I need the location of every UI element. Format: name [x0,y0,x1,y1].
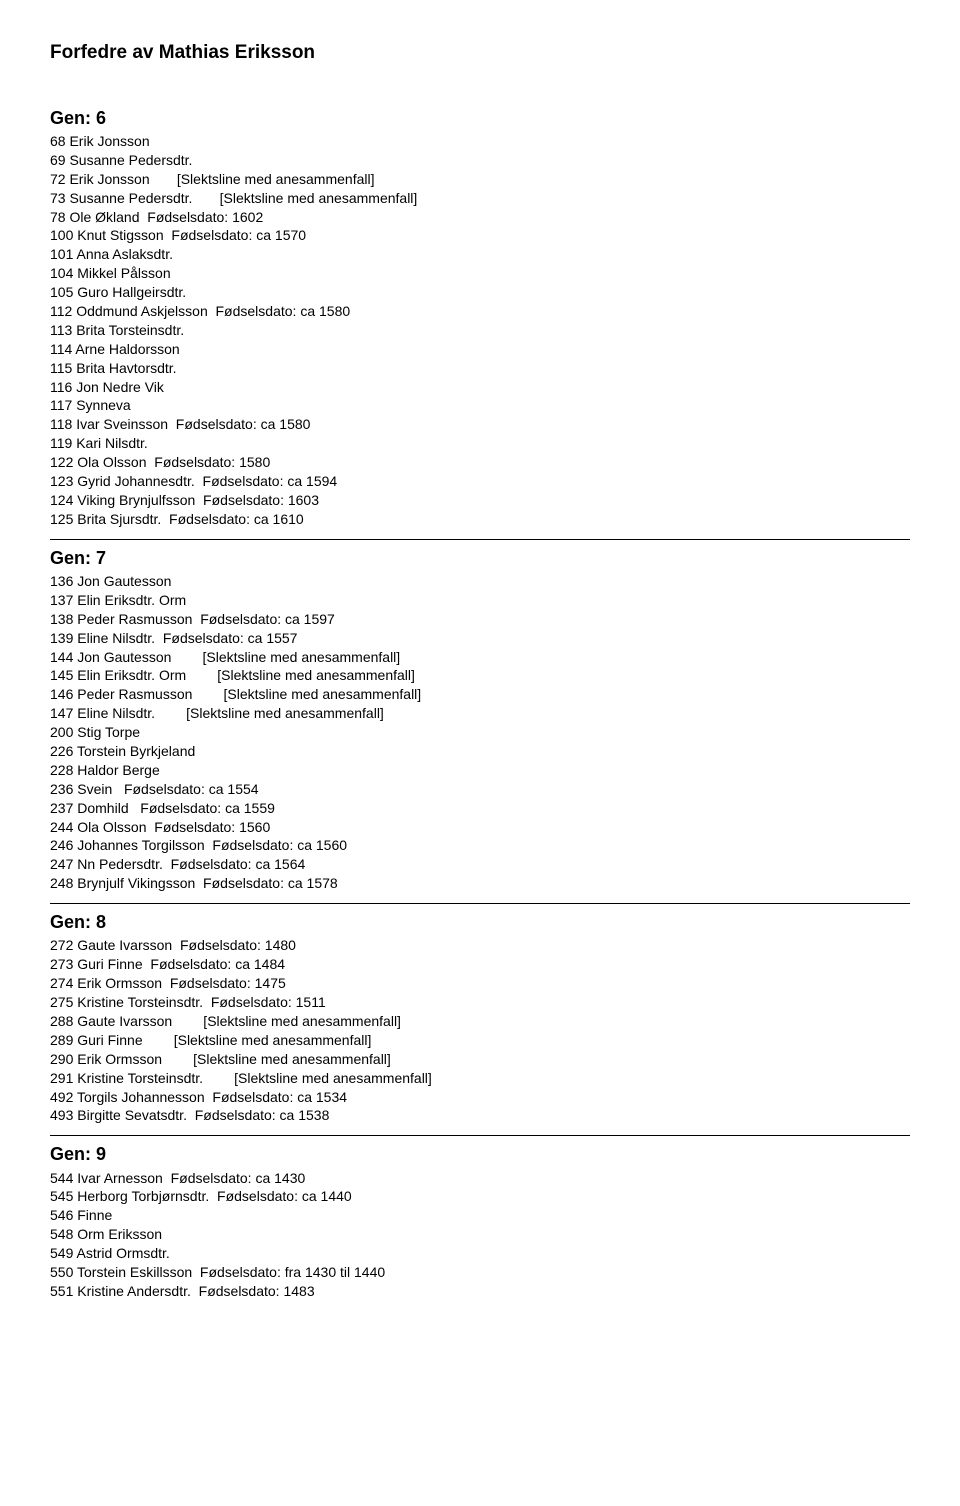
ancestor-entry: 291 Kristine Torsteinsdtr. [Slektsline m… [50,1069,910,1088]
ancestor-entry: 289 Guri Finne [Slektsline med anesammen… [50,1031,910,1050]
generation-heading: Gen: 8 [50,910,910,934]
ancestor-entry: 123 Gyrid Johannesdtr. Fødselsdato: ca 1… [50,472,910,491]
ancestor-entry: 104 Mikkel Pålsson [50,264,910,283]
ancestor-entry: 116 Jon Nedre Vik [50,378,910,397]
generation-heading: Gen: 6 [50,106,910,130]
ancestor-entry: 69 Susanne Pedersdtr. [50,151,910,170]
generation-block: Gen: 6 68 Erik Jonsson69 Susanne Pedersdt… [50,106,910,529]
ancestor-entry: 546 Finne [50,1206,910,1225]
ancestor-entry: 200 Stig Torpe [50,723,910,742]
ancestor-entry: 228 Haldor Berge [50,761,910,780]
ancestor-entry: 248 Brynjulf Vikingsson Fødselsdato: ca … [50,874,910,893]
ancestor-entry: 73 Susanne Pedersdtr. [Slektsline med an… [50,189,910,208]
section-separator [50,903,910,904]
ancestor-entry: 136 Jon Gautesson [50,572,910,591]
ancestor-entry: 246 Johannes Torgilsson Fødselsdato: ca … [50,836,910,855]
ancestor-entry: 272 Gaute Ivarsson Fødselsdato: 1480 [50,936,910,955]
ancestor-entry: 244 Ola Olsson Fødselsdato: 1560 [50,818,910,837]
ancestor-entry: 124 Viking Brynjulfsson Fødselsdato: 160… [50,491,910,510]
content-area: Gen: 6 68 Erik Jonsson69 Susanne Pedersdt… [50,106,910,1301]
ancestor-entry: 548 Orm Eriksson [50,1225,910,1244]
section-separator [50,1135,910,1136]
ancestor-entry: 122 Ola Olsson Fødselsdato: 1580 [50,453,910,472]
ancestor-entry: 226 Torstein Byrkjeland [50,742,910,761]
ancestor-entry: 78 Ole Økland Fødselsdato: 1602 [50,208,910,227]
ancestor-entry: 147 Eline Nilsdtr. [Slektsline med anesa… [50,704,910,723]
ancestor-entry: 144 Jon Gautesson [Slektsline med anesam… [50,648,910,667]
section-separator [50,539,910,540]
ancestor-entry: 125 Brita Sjursdtr. Fødselsdato: ca 1610 [50,510,910,529]
ancestor-entry: 100 Knut Stigsson Fødselsdato: ca 1570 [50,226,910,245]
ancestor-entry: 115 Brita Havtorsdtr. [50,359,910,378]
generation-heading: Gen: 9 [50,1142,910,1166]
generation-block: Gen: 9 544 Ivar Arnesson Fødselsdato: ca … [50,1142,910,1301]
ancestor-entry: 551 Kristine Andersdtr. Fødselsdato: 148… [50,1282,910,1301]
ancestor-entry: 119 Kari Nilsdtr. [50,434,910,453]
ancestor-entry: 288 Gaute Ivarsson [Slektsline med anesa… [50,1012,910,1031]
ancestor-entry: 137 Elin Eriksdtr. Orm [50,591,910,610]
page-title: Forfedre av Mathias Eriksson [50,40,910,66]
ancestor-entry: 101 Anna Aslaksdtr. [50,245,910,264]
ancestor-entry: 493 Birgitte Sevatsdtr. Fødselsdato: ca … [50,1106,910,1125]
ancestor-entry: 105 Guro Hallgeirsdtr. [50,283,910,302]
ancestor-entry: 146 Peder Rasmusson [Slektsline med anes… [50,685,910,704]
ancestor-entry: 492 Torgils Johannesson Fødselsdato: ca … [50,1088,910,1107]
ancestor-entry: 550 Torstein Eskillsson Fødselsdato: fra… [50,1263,910,1282]
ancestor-entry: 290 Erik Ormsson [Slektsline med anesamm… [50,1050,910,1069]
ancestor-entry: 273 Guri Finne Fødselsdato: ca 1484 [50,955,910,974]
ancestor-entry: 72 Erik Jonsson [Slektsline med anesamme… [50,170,910,189]
ancestor-entry: 117 Synneva [50,396,910,415]
ancestor-entry: 544 Ivar Arnesson Fødselsdato: ca 1430 [50,1169,910,1188]
ancestor-entry: 118 Ivar Sveinsson Fødselsdato: ca 1580 [50,415,910,434]
ancestor-entry: 68 Erik Jonsson [50,132,910,151]
ancestor-entry: 545 Herborg Torbjørnsdtr. Fødselsdato: c… [50,1187,910,1206]
ancestor-entry: 247 Nn Pedersdtr. Fødselsdato: ca 1564 [50,855,910,874]
ancestor-entry: 236 Svein Fødselsdato: ca 1554 [50,780,910,799]
ancestor-entry: 275 Kristine Torsteinsdtr. Fødselsdato: … [50,993,910,1012]
ancestor-entry: 139 Eline Nilsdtr. Fødselsdato: ca 1557 [50,629,910,648]
ancestor-entry: 112 Oddmund Askjelsson Fødselsdato: ca 1… [50,302,910,321]
ancestor-entry: 274 Erik Ormsson Fødselsdato: 1475 [50,974,910,993]
ancestor-entry: 138 Peder Rasmusson Fødselsdato: ca 1597 [50,610,910,629]
ancestor-entry: 145 Elin Eriksdtr. Orm [Slektsline med a… [50,666,910,685]
generation-block: Gen: 8 272 Gaute Ivarsson Fødselsdato: 14… [50,910,910,1125]
generation-heading: Gen: 7 [50,546,910,570]
generation-block: Gen: 7 136 Jon Gautesson137 Elin Eriksdtr… [50,546,910,893]
ancestor-entry: 237 Domhild Fødselsdato: ca 1559 [50,799,910,818]
ancestor-entry: 549 Astrid Ormsdtr. [50,1244,910,1263]
ancestor-entry: 113 Brita Torsteinsdtr. [50,321,910,340]
ancestor-entry: 114 Arne Haldorsson [50,340,910,359]
